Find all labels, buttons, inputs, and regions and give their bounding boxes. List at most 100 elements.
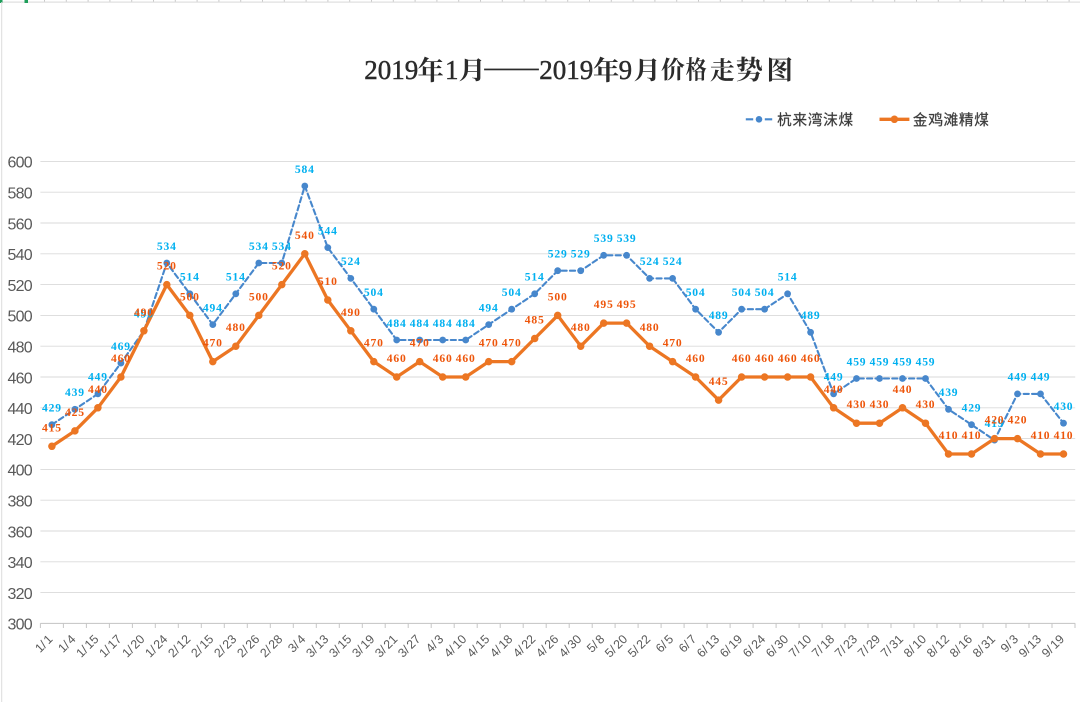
svg-text:490: 490	[134, 306, 154, 319]
svg-text:430: 430	[870, 398, 890, 411]
svg-text:415: 415	[42, 421, 62, 434]
svg-text:514: 514	[778, 271, 798, 284]
svg-text:495: 495	[594, 298, 614, 311]
svg-text:340: 340	[8, 555, 33, 572]
svg-text:360: 360	[8, 524, 33, 541]
svg-text:440: 440	[893, 383, 913, 396]
svg-text:430: 430	[847, 398, 867, 411]
svg-text:560: 560	[8, 216, 33, 233]
svg-text:520: 520	[157, 260, 177, 273]
svg-text:439: 439	[939, 386, 959, 399]
svg-text:480: 480	[226, 321, 246, 334]
svg-text:470: 470	[479, 337, 499, 350]
svg-text:544: 544	[318, 224, 338, 237]
svg-text:419: 419	[985, 417, 1005, 430]
svg-text:480: 480	[640, 321, 660, 334]
svg-text:540: 540	[295, 229, 315, 242]
svg-text:470: 470	[663, 337, 683, 350]
svg-text:449: 449	[1008, 371, 1028, 384]
svg-text:320: 320	[8, 586, 33, 603]
svg-text:460: 460	[433, 352, 453, 365]
svg-text:514: 514	[226, 271, 246, 284]
svg-text:500: 500	[249, 290, 269, 303]
svg-text:440: 440	[824, 383, 844, 396]
svg-text:504: 504	[755, 286, 775, 299]
svg-text:584: 584	[295, 163, 315, 176]
svg-text:440: 440	[88, 383, 108, 396]
svg-text:1: 1	[445, 55, 459, 85]
svg-text:460: 460	[801, 352, 821, 365]
svg-text:460: 460	[755, 352, 775, 365]
svg-text:490: 490	[341, 306, 361, 319]
svg-text:430: 430	[1054, 400, 1074, 413]
svg-text:480: 480	[8, 340, 33, 357]
svg-text:300: 300	[8, 617, 33, 634]
svg-text:460: 460	[732, 352, 752, 365]
svg-text:534: 534	[249, 240, 269, 253]
svg-text:514: 514	[180, 271, 200, 284]
svg-text:460: 460	[456, 352, 476, 365]
svg-text:470: 470	[364, 337, 384, 350]
svg-text:494: 494	[203, 301, 223, 314]
svg-text:380: 380	[8, 494, 33, 511]
svg-text:520: 520	[272, 260, 292, 273]
svg-text:524: 524	[640, 255, 660, 268]
svg-text:500: 500	[548, 290, 568, 303]
svg-text:2019: 2019	[539, 55, 593, 85]
svg-text:485: 485	[525, 314, 545, 327]
svg-text:484: 484	[456, 317, 476, 330]
svg-text:460: 460	[686, 352, 706, 365]
svg-text:429: 429	[42, 402, 62, 415]
svg-text:449: 449	[1031, 371, 1051, 384]
svg-text:524: 524	[341, 255, 361, 268]
svg-text:410: 410	[1054, 429, 1074, 442]
svg-text:420: 420	[1008, 414, 1028, 427]
svg-text:514: 514	[525, 271, 545, 284]
svg-text:420: 420	[985, 414, 1005, 427]
svg-text:469: 469	[111, 340, 131, 353]
svg-text:470: 470	[410, 337, 430, 350]
svg-text:524: 524	[663, 255, 683, 268]
svg-text:504: 504	[364, 286, 384, 299]
svg-text:494: 494	[479, 301, 499, 314]
svg-text:410: 410	[1031, 429, 1051, 442]
svg-text:429: 429	[962, 402, 982, 415]
svg-text:440: 440	[8, 401, 33, 418]
svg-text:460: 460	[387, 352, 407, 365]
svg-text:504: 504	[502, 286, 522, 299]
svg-text:459: 459	[870, 355, 890, 368]
svg-text:430: 430	[916, 398, 936, 411]
svg-text:470: 470	[203, 337, 223, 350]
svg-text:510: 510	[318, 275, 338, 288]
svg-text:520: 520	[8, 278, 33, 295]
svg-text:480: 480	[571, 321, 591, 334]
svg-text:504: 504	[732, 286, 752, 299]
svg-text:439: 439	[65, 386, 85, 399]
svg-text:489: 489	[801, 309, 821, 322]
svg-text:9: 9	[619, 55, 633, 85]
svg-text:484: 484	[410, 317, 430, 330]
svg-text:495: 495	[617, 298, 637, 311]
svg-text:445: 445	[709, 375, 729, 388]
svg-text:449: 449	[88, 371, 108, 384]
svg-text:500: 500	[8, 309, 33, 326]
svg-text:449: 449	[824, 371, 844, 384]
svg-text:459: 459	[847, 355, 867, 368]
svg-text:459: 459	[916, 355, 936, 368]
svg-text:460: 460	[111, 352, 131, 365]
svg-text:425: 425	[65, 406, 85, 419]
svg-text:540: 540	[8, 247, 33, 264]
svg-text:410: 410	[962, 429, 982, 442]
svg-text:529: 529	[548, 248, 568, 261]
svg-text:400: 400	[8, 463, 33, 480]
svg-text:460: 460	[8, 370, 33, 387]
svg-text:460: 460	[778, 352, 798, 365]
svg-text:484: 484	[433, 317, 453, 330]
svg-text:529: 529	[571, 248, 591, 261]
svg-text:580: 580	[8, 186, 33, 203]
svg-text:539: 539	[594, 232, 614, 245]
svg-text:484: 484	[387, 317, 407, 330]
svg-text:2019: 2019	[364, 55, 418, 85]
svg-text:420: 420	[8, 432, 33, 449]
svg-text:490: 490	[134, 308, 154, 321]
